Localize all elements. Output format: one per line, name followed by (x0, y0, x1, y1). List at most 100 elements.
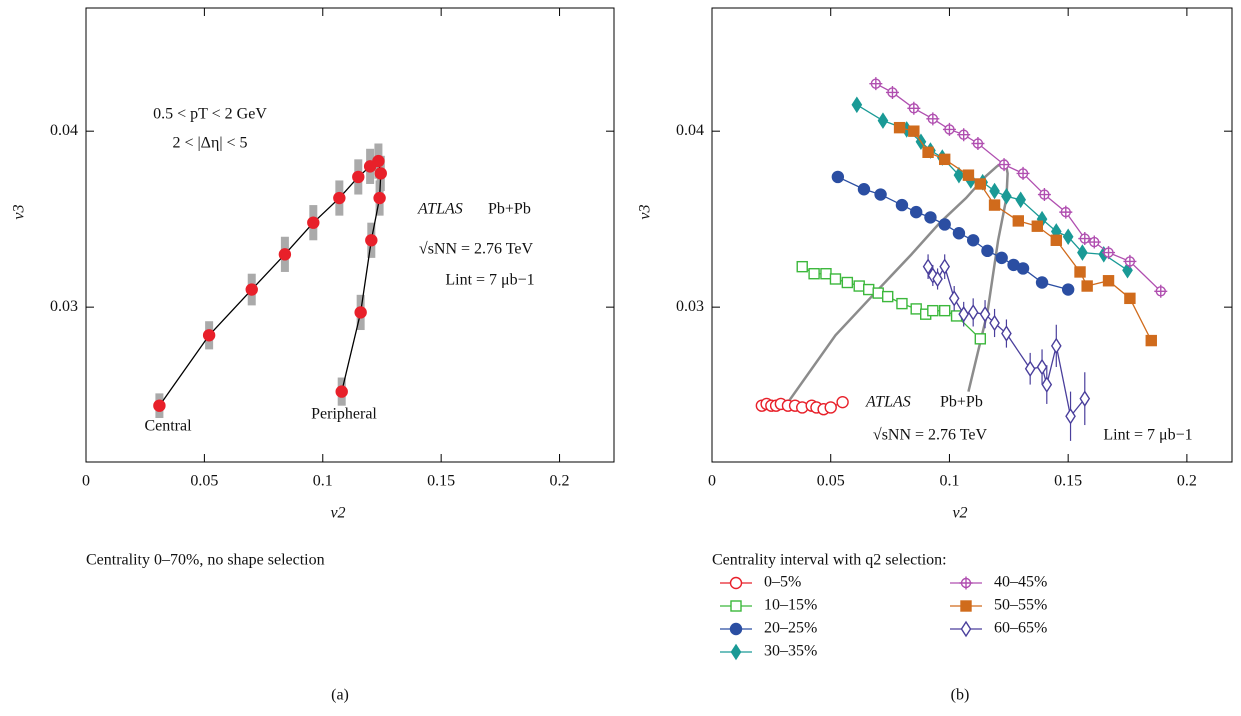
marker (1036, 358, 1048, 376)
annotation: ATLAS (417, 201, 463, 218)
y-tick-label: 0.03 (676, 298, 704, 315)
annotation: √sNN = 2.76 TeV (873, 427, 988, 444)
marker (1059, 205, 1073, 219)
marker (307, 216, 320, 229)
plot-frame (85, 7, 615, 463)
x-tick-label: 0.2 (1177, 473, 1197, 490)
y-axis-label: v3 (637, 204, 654, 219)
marker (831, 170, 845, 184)
marker-part (1016, 166, 1030, 180)
panel-label: (a) (331, 687, 349, 704)
marker (948, 290, 960, 307)
y-tick-label: 0.04 (50, 122, 78, 139)
x-tick-label: 0.05 (190, 473, 218, 490)
marker (907, 101, 921, 115)
marker (374, 167, 387, 180)
marker (365, 234, 378, 247)
marker (333, 191, 346, 205)
marker (730, 643, 742, 661)
marker (278, 248, 292, 261)
legend-label: 0–5% (764, 574, 801, 591)
marker (202, 329, 216, 342)
marker (1087, 235, 1101, 249)
marker (354, 306, 367, 319)
annotation: √sNN = 2.76 TeV (419, 241, 534, 258)
marker (1124, 292, 1136, 305)
marker-part (997, 158, 1011, 172)
marker (910, 205, 923, 219)
marker (971, 136, 985, 150)
marker (922, 146, 934, 158)
x-axis-label: v2 (330, 505, 345, 522)
marker (922, 258, 934, 275)
marker-part (1059, 205, 1073, 219)
marker (1065, 407, 1076, 425)
marker-part (869, 77, 883, 91)
marker (372, 154, 385, 168)
x-tick-label: 0.15 (1054, 473, 1082, 490)
marker-part (942, 122, 956, 136)
marker (893, 121, 906, 134)
marker (1062, 228, 1074, 246)
marker (1077, 244, 1088, 261)
marker (1079, 390, 1091, 407)
marker (938, 218, 951, 231)
legend-label: 40–45% (994, 574, 1047, 591)
marker (373, 191, 386, 205)
marker (924, 211, 937, 224)
panel-label: (b) (951, 687, 970, 704)
marker (957, 128, 971, 142)
annotation: Lint = 7 μb−1 (1103, 427, 1192, 444)
x-tick-label: 0.15 (427, 473, 455, 490)
legend-label: 30–35% (764, 643, 817, 660)
x-tick-label: 0.2 (550, 473, 570, 490)
marker (1041, 376, 1053, 393)
marker (730, 600, 742, 612)
marker (908, 125, 920, 137)
marker (981, 244, 994, 258)
marker (997, 158, 1011, 172)
y-tick-label: 0.04 (676, 122, 704, 139)
marker-part (1037, 188, 1051, 202)
marker (974, 178, 987, 190)
annotation: Lint = 7 μb−1 (445, 272, 534, 289)
marker (989, 182, 1000, 200)
marker (938, 304, 951, 317)
marker-part (1078, 232, 1092, 246)
marker-part (971, 136, 985, 150)
x-tick-label: 0.1 (939, 473, 959, 490)
marker (966, 234, 980, 247)
marker (1145, 334, 1157, 347)
marker (938, 153, 951, 166)
marker (942, 122, 956, 136)
marker (1037, 188, 1051, 202)
legend-label: 60–65% (994, 620, 1047, 637)
marker (874, 188, 887, 201)
marker (926, 112, 940, 126)
marker (1024, 360, 1036, 378)
marker (1074, 266, 1086, 278)
legend-title: Centrality interval with q2 selection: (712, 552, 947, 569)
marker (1001, 325, 1012, 342)
marker (841, 276, 854, 289)
marker-part (885, 85, 899, 99)
annotation: 0.5 < pT < 2 GeV (153, 106, 267, 123)
legend-label: 50–55% (994, 597, 1047, 614)
annotation: Central (144, 418, 192, 435)
marker (959, 576, 973, 590)
marker-part (1154, 284, 1168, 298)
marker (1102, 275, 1115, 287)
marker (1050, 234, 1062, 246)
x-tick-label: 0 (82, 473, 90, 490)
marker (1078, 232, 1092, 246)
marker-part (1102, 246, 1116, 260)
marker (869, 77, 883, 91)
y-tick-label: 0.03 (50, 298, 78, 315)
marker (895, 198, 909, 212)
marker (962, 169, 975, 181)
marker-part (1123, 254, 1137, 268)
marker (989, 314, 1000, 332)
marker (1012, 215, 1025, 227)
marker (988, 199, 1001, 211)
marker (820, 268, 832, 280)
